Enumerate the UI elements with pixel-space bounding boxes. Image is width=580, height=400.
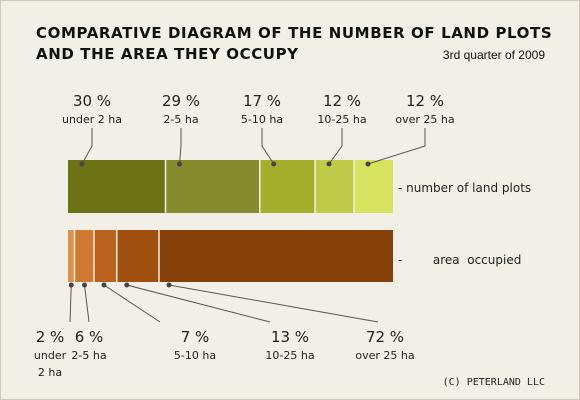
percent-label: 72 % bbox=[366, 328, 404, 346]
bar-plots-4 bbox=[315, 160, 354, 213]
leader-line bbox=[168, 284, 379, 323]
leader-line bbox=[84, 284, 90, 323]
category-label: 10-25 ha bbox=[317, 113, 366, 126]
bar-plots-2 bbox=[165, 160, 260, 213]
percent-label: 17 % bbox=[243, 92, 281, 110]
leader-dot bbox=[82, 282, 87, 288]
bar-area-4 bbox=[116, 230, 159, 282]
bar-area-1 bbox=[68, 230, 75, 282]
leader-dot bbox=[68, 282, 74, 288]
category-label: 5-10 ha bbox=[241, 113, 283, 126]
percent-label: 13 % bbox=[271, 328, 309, 346]
bar-area-3 bbox=[94, 230, 117, 282]
category-label: 2-5 ha bbox=[71, 349, 106, 362]
chart-title-line2: AND THE AREA THEY OCCUPY bbox=[36, 45, 299, 63]
leader-dot bbox=[326, 161, 332, 167]
leader-dot bbox=[177, 161, 182, 167]
chart-credit: (C) PETERLAND LLC bbox=[443, 377, 545, 388]
percent-label: 7 % bbox=[181, 328, 210, 346]
bar-plots-3 bbox=[259, 160, 315, 213]
legend-area-occupied: - area occupied bbox=[398, 253, 521, 267]
leader-dot bbox=[101, 282, 107, 288]
percent-label: 29 % bbox=[162, 92, 200, 110]
leader-line bbox=[103, 284, 161, 323]
percent-label: 6 % bbox=[75, 328, 104, 346]
category-label: 5-10 ha bbox=[174, 349, 216, 362]
leader-line bbox=[69, 284, 72, 323]
category-label: 2-5 ha bbox=[163, 113, 198, 126]
category-label: over 25 ha bbox=[395, 113, 454, 126]
leader-line bbox=[328, 128, 343, 165]
percent-label: 30 % bbox=[73, 92, 111, 110]
leader-dot bbox=[79, 161, 85, 167]
chart-subtitle: 3rd quarter of 2009 bbox=[443, 48, 545, 62]
chart-title-line1: COMPARATIVE DIAGRAM OF THE NUMBER OF LAN… bbox=[36, 24, 552, 42]
leader-dot bbox=[166, 282, 172, 288]
leader-line bbox=[261, 128, 275, 165]
leader-line bbox=[81, 128, 93, 165]
percent-label: 12 % bbox=[323, 92, 361, 110]
leader-line bbox=[367, 128, 426, 165]
bar-area-5 bbox=[159, 230, 393, 282]
category-label: under 2 ha bbox=[34, 349, 67, 379]
legend-number-of-land-plots: - number of land plots bbox=[398, 181, 531, 195]
percent-label: 12 % bbox=[406, 92, 444, 110]
category-label: under 2 ha bbox=[62, 113, 122, 126]
bar-plots-1 bbox=[68, 160, 166, 213]
leader-line bbox=[126, 284, 271, 323]
bar-area-2 bbox=[74, 230, 94, 282]
category-label: over 25 ha bbox=[355, 349, 414, 362]
category-label: 10-25 ha bbox=[265, 349, 314, 362]
leader-dot bbox=[271, 161, 277, 167]
leader-line bbox=[179, 128, 182, 165]
leader-dot bbox=[124, 282, 130, 288]
plots-series: 30 % under 2 ha 29 % 2-5 ha 17 % 5-10 ha 12 % 1… bbox=[62, 92, 455, 213]
bar-plots-5 bbox=[354, 160, 393, 213]
area-series: 2 % under 2 ha 6 % 2-5 ha 7 % 5-10 ha 13 % 10-25… bbox=[34, 230, 415, 379]
percent-label: 2 % bbox=[36, 328, 65, 346]
leader-dot bbox=[365, 161, 371, 167]
